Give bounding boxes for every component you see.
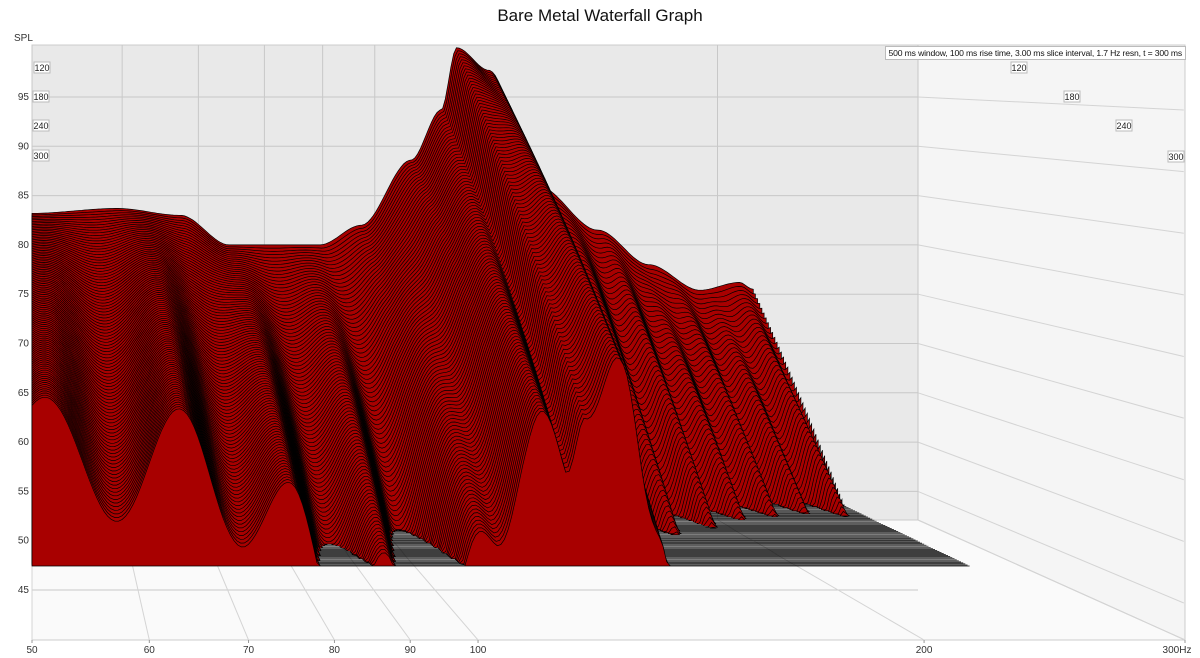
x-tick-label: 300Hz — [1163, 645, 1192, 656]
y-tick-label: 50 — [18, 536, 30, 547]
gridline-diag — [917, 490, 1184, 604]
axes: SPL 95 90 85 80 75 70 65 60 55 50 45 50 60 70 80 90 100 20… — [14, 33, 1191, 656]
gridline-diag — [917, 343, 1184, 419]
gridline-floor — [917, 519, 1186, 641]
time-tick-label: 120 — [33, 61, 51, 74]
y-tick-label: 80 — [18, 240, 30, 251]
time-tick-text: 120 — [1011, 63, 1026, 73]
gridline-diag — [917, 145, 1184, 173]
time-tick-text: 300 — [33, 151, 48, 161]
time-tick-box — [32, 90, 50, 103]
x-tick-label: 70 — [243, 645, 255, 656]
gridline-diag — [917, 392, 1184, 481]
time-tick-box — [33, 61, 51, 74]
time-tick-text: 120 — [34, 63, 49, 73]
time-tick-box — [1063, 90, 1081, 103]
time-tick-label: 120 — [1010, 61, 1028, 74]
gridline-diag — [917, 244, 1184, 296]
y-tick-label: 45 — [18, 585, 30, 596]
gridline-diag — [917, 293, 1184, 357]
x-tick-label: 80 — [329, 645, 341, 656]
time-tick-label: 180 — [32, 90, 50, 103]
x-tick-label: 200 — [916, 645, 933, 656]
x-tick-label: 60 — [144, 645, 156, 656]
time-tick-box — [1115, 119, 1133, 132]
time-tick-box — [1167, 150, 1185, 163]
y-axis-label: SPL — [14, 33, 33, 44]
slices — [31, 47, 970, 567]
y-tick-label: 65 — [18, 388, 30, 399]
time-tick-box — [1010, 61, 1028, 74]
y-tick-label: 95 — [18, 92, 30, 103]
x-tick-label: 100 — [470, 645, 487, 656]
time-tick-label: 240 — [32, 119, 50, 132]
chart-title: Bare Metal Waterfall Graph — [497, 6, 703, 25]
time-tick-text: 240 — [33, 121, 48, 131]
slice — [31, 357, 970, 567]
time-tick-text: 300 — [1168, 152, 1183, 162]
time-tick-label: 300 — [32, 149, 50, 162]
time-tick-text: 240 — [1116, 121, 1131, 131]
y-tick-label: 60 — [18, 437, 30, 448]
x-tick-label: 50 — [26, 645, 38, 656]
time-tick-label: 240 — [1115, 119, 1133, 132]
y-tick-label: 75 — [18, 289, 30, 300]
time-tick-box — [32, 149, 50, 162]
gridline-diag — [917, 441, 1184, 542]
time-tick-text: 180 — [1064, 92, 1079, 102]
y-tick-label: 55 — [18, 486, 30, 497]
info-label: 500 ms window, 100 ms rise time, 3.00 ms… — [884, 46, 1186, 60]
time-tick-label: 180 — [1063, 90, 1081, 103]
y-tick-label: 85 — [18, 191, 30, 202]
gridline-diag — [917, 96, 1184, 111]
time-tick-text: 180 — [33, 92, 48, 102]
time-tick-label: 300 — [1167, 150, 1185, 163]
gridline-diag — [917, 195, 1184, 234]
time-tick-box — [32, 119, 50, 132]
slice — [31, 353, 968, 566]
x-tick-label: 90 — [405, 645, 417, 656]
y-tick-label: 70 — [18, 339, 30, 350]
y-tick-label: 90 — [18, 141, 30, 152]
